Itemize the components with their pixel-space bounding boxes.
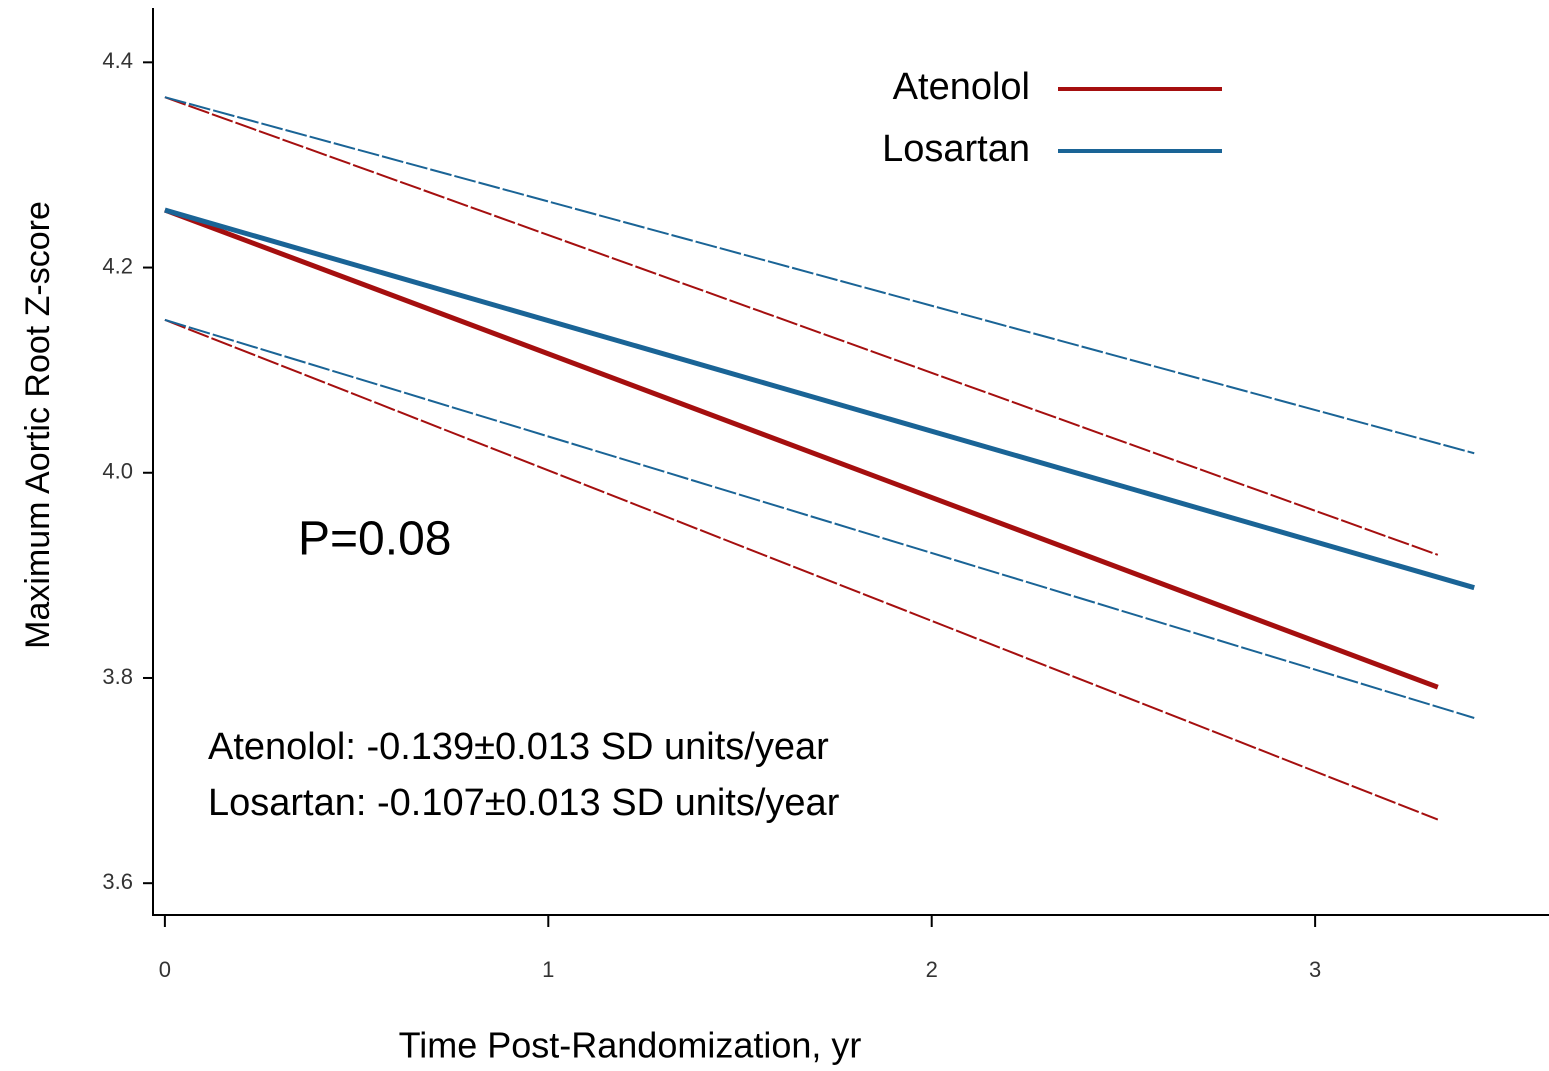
confidence-band <box>164 96 1475 455</box>
y-tick-label: 4.4 <box>102 48 133 73</box>
x-axis-title: Time Post-Randomization, yr <box>399 1025 862 1066</box>
confidence-band <box>164 96 1439 556</box>
y-tick-label: 3.6 <box>102 869 133 894</box>
y-tick-label: 3.8 <box>102 664 133 689</box>
legend-label: Losartan <box>882 128 1030 170</box>
y-tick-label: 4.2 <box>102 253 133 278</box>
series-line <box>164 207 1475 591</box>
x-tick-label: 0 <box>159 957 171 982</box>
slope-note: Losartan: -0.107±0.013 SD units/year <box>208 782 840 824</box>
y-tick-label: 4.0 <box>102 459 133 484</box>
y-axis-title: Maximum Aortic Root Z-score <box>19 201 57 649</box>
x-tick-label: 1 <box>542 957 554 982</box>
x-tick-label: 3 <box>1309 957 1321 982</box>
x-tick-label: 2 <box>926 957 938 982</box>
series-line <box>164 207 1439 690</box>
confidence-band <box>164 318 1439 821</box>
slope-note: Atenolol: -0.139±0.013 SD units/year <box>208 726 829 768</box>
legend-label: Atenolol <box>893 66 1030 108</box>
confidence-band <box>164 318 1475 719</box>
p-value: P=0.08 <box>298 513 451 566</box>
